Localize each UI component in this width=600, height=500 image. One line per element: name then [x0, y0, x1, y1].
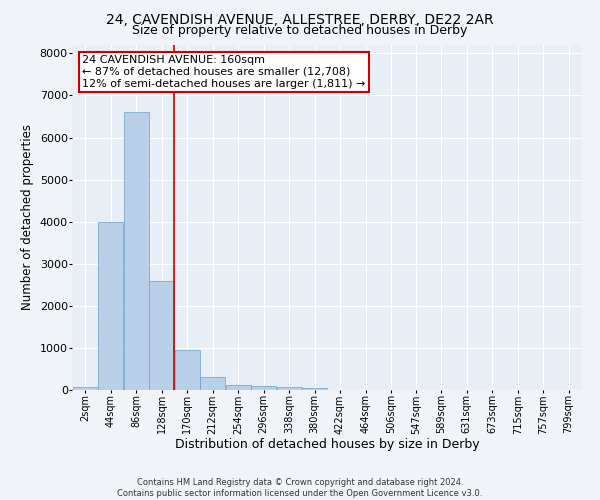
- Bar: [149, 280, 175, 390]
- Text: Size of property relative to detached houses in Derby: Size of property relative to detached ho…: [133, 24, 467, 37]
- Bar: [302, 388, 327, 390]
- Text: 24 CAVENDISH AVENUE: 160sqm
← 87% of detached houses are smaller (12,708)
12% of: 24 CAVENDISH AVENUE: 160sqm ← 87% of det…: [82, 56, 365, 88]
- Bar: [124, 112, 149, 390]
- Bar: [73, 387, 98, 390]
- Y-axis label: Number of detached properties: Number of detached properties: [21, 124, 34, 310]
- X-axis label: Distribution of detached houses by size in Derby: Distribution of detached houses by size …: [175, 438, 479, 451]
- Bar: [277, 388, 302, 390]
- Bar: [200, 376, 225, 390]
- Bar: [251, 386, 276, 390]
- Text: 24, CAVENDISH AVENUE, ALLESTREE, DERBY, DE22 2AR: 24, CAVENDISH AVENUE, ALLESTREE, DERBY, …: [106, 12, 494, 26]
- Bar: [175, 350, 200, 390]
- Text: Contains HM Land Registry data © Crown copyright and database right 2024.
Contai: Contains HM Land Registry data © Crown c…: [118, 478, 482, 498]
- Bar: [226, 384, 251, 390]
- Bar: [98, 222, 124, 390]
